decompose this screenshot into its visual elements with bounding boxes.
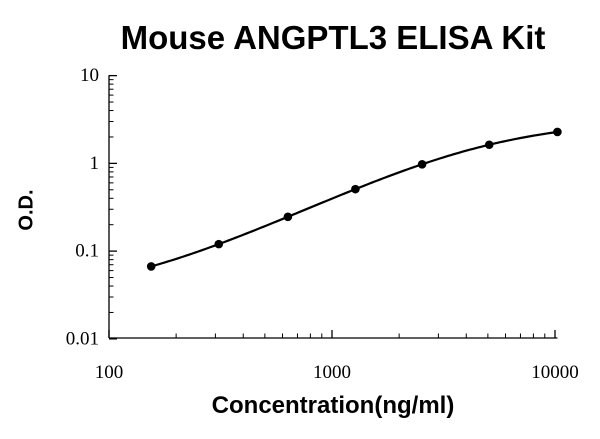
svg-text:1000: 1000 — [313, 362, 351, 383]
svg-text:0.1: 0.1 — [75, 241, 99, 262]
svg-text:O.D.: O.D. — [15, 189, 37, 230]
svg-text:0.01: 0.01 — [66, 328, 99, 349]
svg-text:1: 1 — [90, 153, 100, 174]
svg-text:100: 100 — [95, 362, 124, 383]
svg-text:10: 10 — [80, 65, 99, 86]
svg-text:10000: 10000 — [531, 362, 579, 383]
